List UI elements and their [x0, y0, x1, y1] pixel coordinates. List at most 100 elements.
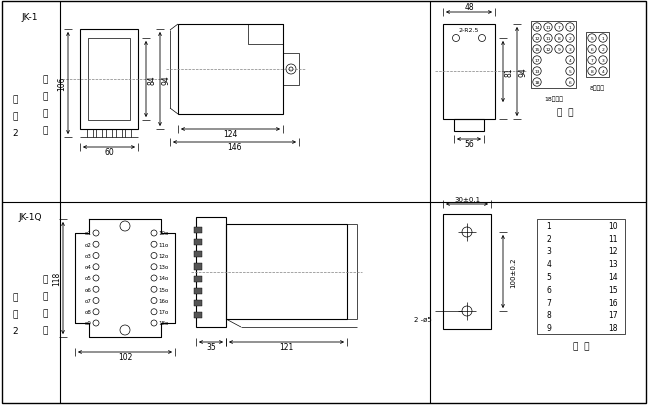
Text: 2-R2.5: 2-R2.5 — [459, 28, 479, 32]
Text: 124: 124 — [224, 130, 238, 139]
Text: 16: 16 — [608, 298, 618, 307]
Text: 13o: 13o — [158, 264, 168, 270]
Text: 4: 4 — [569, 59, 572, 63]
Text: 5: 5 — [568, 70, 572, 74]
Text: 2: 2 — [12, 129, 17, 138]
Text: 11: 11 — [608, 234, 618, 243]
Text: 图: 图 — [12, 310, 17, 319]
Text: o6: o6 — [85, 287, 92, 292]
Text: 6: 6 — [569, 81, 572, 85]
Bar — [194, 227, 202, 233]
Text: JK-1Q: JK-1Q — [18, 213, 41, 222]
Text: 10o: 10o — [158, 231, 168, 236]
Text: 线: 线 — [42, 126, 48, 135]
Text: 14: 14 — [534, 26, 540, 30]
Text: 7: 7 — [546, 298, 551, 307]
Text: 13: 13 — [608, 260, 618, 269]
Bar — [196, 217, 226, 327]
Text: 12: 12 — [534, 37, 540, 41]
Text: 接: 接 — [42, 309, 48, 318]
Text: 板: 板 — [42, 75, 48, 84]
Text: 8: 8 — [547, 311, 551, 320]
Text: 9: 9 — [558, 48, 561, 52]
Text: 12o: 12o — [158, 254, 168, 258]
Bar — [283, 54, 299, 86]
Text: 8: 8 — [590, 70, 594, 74]
Bar — [194, 239, 202, 245]
Text: 6: 6 — [546, 285, 551, 294]
Bar — [537, 220, 625, 334]
Text: 100±0.2: 100±0.2 — [510, 257, 516, 287]
Text: 18点端子: 18点端子 — [544, 96, 563, 102]
Text: 30±0.1: 30±0.1 — [454, 196, 480, 202]
Bar — [586, 33, 609, 78]
Bar — [194, 276, 202, 282]
Text: 17o: 17o — [158, 309, 168, 314]
Text: 3: 3 — [569, 48, 572, 52]
Text: o5: o5 — [85, 276, 92, 281]
Text: 11: 11 — [545, 37, 551, 41]
Text: 35: 35 — [206, 343, 216, 352]
Text: 60: 60 — [104, 148, 114, 157]
Text: 14o: 14o — [158, 276, 168, 281]
Text: 2: 2 — [569, 37, 572, 41]
Text: 5: 5 — [546, 272, 551, 281]
Text: 接: 接 — [42, 109, 48, 118]
Bar — [88, 39, 130, 121]
Text: 15o: 15o — [158, 287, 168, 292]
Text: 84: 84 — [148, 75, 157, 85]
Text: 4: 4 — [546, 260, 551, 269]
Text: 9: 9 — [546, 323, 551, 332]
Text: 2: 2 — [601, 48, 605, 52]
Bar — [194, 264, 202, 270]
Text: JK-1: JK-1 — [22, 13, 38, 22]
Text: 18: 18 — [608, 323, 618, 332]
Bar — [454, 120, 484, 132]
Text: 5: 5 — [590, 37, 594, 41]
Bar — [443, 215, 491, 329]
Text: 2: 2 — [547, 234, 551, 243]
Text: 18: 18 — [534, 81, 540, 85]
Text: 3: 3 — [546, 247, 551, 256]
Text: 6: 6 — [590, 48, 594, 52]
Text: o7: o7 — [85, 298, 92, 303]
Text: 正  视: 正 视 — [573, 342, 589, 351]
Text: o1: o1 — [85, 231, 92, 236]
Text: o8: o8 — [85, 309, 92, 314]
Text: 102: 102 — [118, 353, 132, 362]
Text: 14: 14 — [608, 272, 618, 281]
Bar — [194, 313, 202, 319]
Text: 94: 94 — [161, 75, 170, 85]
Text: 4: 4 — [601, 70, 605, 74]
Text: 15: 15 — [534, 48, 540, 52]
Text: 12: 12 — [608, 247, 618, 256]
Text: o4: o4 — [85, 264, 92, 270]
Bar — [194, 252, 202, 258]
Text: 11o: 11o — [158, 242, 168, 247]
Text: 94: 94 — [518, 68, 527, 77]
Text: 8: 8 — [558, 37, 561, 41]
Text: 附: 附 — [12, 95, 17, 104]
Text: 1: 1 — [547, 222, 551, 230]
Text: 12: 12 — [545, 48, 551, 52]
Text: 81: 81 — [505, 68, 513, 77]
Text: 13: 13 — [534, 70, 540, 74]
Bar — [194, 301, 202, 307]
Text: 板: 板 — [42, 275, 48, 284]
Text: 17: 17 — [534, 59, 540, 63]
Text: o9: o9 — [85, 321, 92, 326]
Text: o3: o3 — [85, 254, 92, 258]
Text: 11: 11 — [545, 26, 551, 30]
Text: 背  视: 背 视 — [557, 108, 573, 117]
Text: 前: 前 — [42, 292, 48, 301]
Text: 2 -ø5: 2 -ø5 — [414, 316, 432, 322]
Text: 18o: 18o — [158, 321, 168, 326]
Text: o2: o2 — [85, 242, 92, 247]
Bar — [194, 288, 202, 294]
Text: 17: 17 — [608, 311, 618, 320]
Text: 7: 7 — [558, 26, 561, 30]
Text: 10: 10 — [608, 222, 618, 230]
Text: 后: 后 — [42, 92, 48, 101]
Text: 118: 118 — [52, 271, 62, 286]
Text: 16o: 16o — [158, 298, 168, 303]
